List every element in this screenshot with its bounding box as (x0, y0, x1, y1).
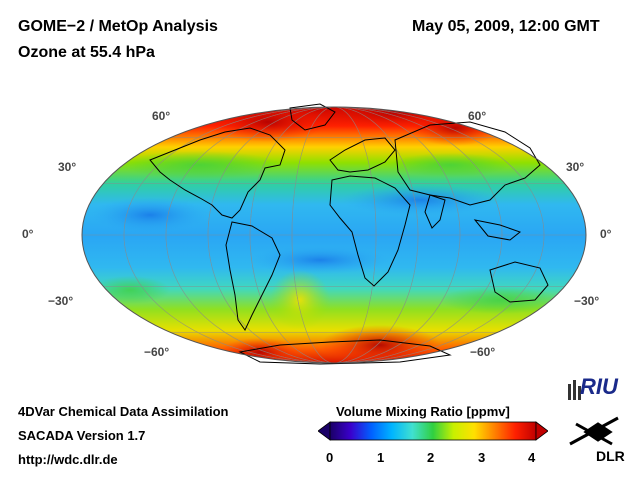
title-line1: GOME−2 / MetOp Analysis (18, 18, 218, 35)
colorbar-tick-3: 3 (478, 450, 486, 465)
riu-logo-icon (568, 380, 581, 400)
lat-label-left-m30: −30° (48, 294, 74, 308)
lat-label-left-60: 60° (152, 109, 171, 123)
map-outline (81, 106, 587, 364)
dlr-logo: DLR (596, 448, 625, 464)
lat-label-right-m60: −60° (470, 345, 496, 359)
colorbar-tick-4: 4 (528, 450, 536, 465)
lat-label-right-30: 30° (566, 160, 585, 174)
lat-label-left-m60: −60° (144, 345, 170, 359)
colorbar-body (329, 421, 537, 441)
lat-label-right-m30: −30° (574, 294, 600, 308)
colorbar-tick-1: 1 (377, 450, 385, 465)
ozone-map (81, 103, 587, 365)
date-label: May 05, 2009, 12:00 GMT (412, 18, 600, 35)
coastlines (149, 103, 549, 365)
footer-line3[interactable]: http://wdc.dlr.de (18, 452, 118, 467)
colorbar-tick-0: 0 (326, 450, 334, 465)
colorbar-title: Volume Mixing Ratio [ppmv] (336, 404, 510, 419)
colorbar (318, 421, 548, 441)
title-line2: Ozone at 55.4 hPa (18, 44, 155, 61)
lat-label-left-30: 30° (58, 160, 77, 174)
colorbar-arrow-low (318, 421, 331, 441)
lat-label-right-60: 60° (468, 109, 487, 123)
colorbar-tick-2: 2 (427, 450, 435, 465)
lat-label-left-0: 0° (22, 227, 34, 241)
dlr-logo-icon (569, 416, 619, 446)
lat-label-right-0: 0° (600, 227, 612, 241)
colorbar-arrow-high (535, 421, 548, 441)
footer-line2: SACADA Version 1.7 (18, 428, 146, 443)
riu-logo: RIU (580, 374, 618, 399)
footer-line1: 4DVar Chemical Data Assimilation (18, 404, 229, 419)
